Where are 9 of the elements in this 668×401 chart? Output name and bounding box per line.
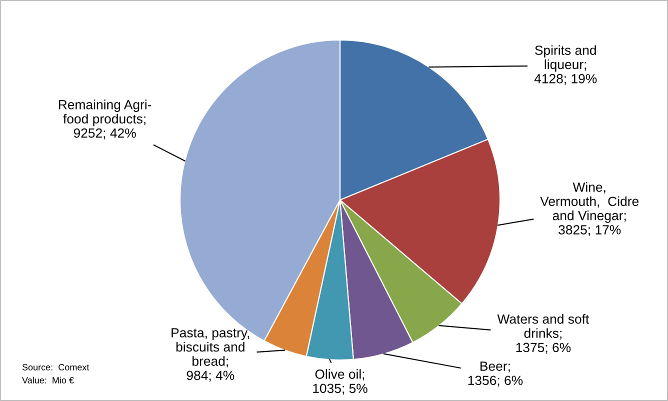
slice-label: Wine, Vermouth, Cidre and Vinegar; 3825; 17% — [540, 182, 639, 236]
slice-label: Spirits and liqueur; 4128; 19% — [534, 45, 597, 85]
slice-label: Olive oil; 1035; 5% — [313, 369, 368, 395]
slice-label: Waters and soft drinks; 1375; 6% — [497, 314, 590, 354]
slice-label: Beer; 1356; 6% — [468, 362, 523, 387]
text: Value: Mio € — [22, 376, 74, 384]
slice-label: Pasta, pastry, biscuits and bread; 984; 4% — [172, 328, 250, 382]
slice-label: Remaining Agri- food products; 9252; 42% — [58, 100, 152, 140]
source-note: Source: Comext — [22, 364, 90, 370]
